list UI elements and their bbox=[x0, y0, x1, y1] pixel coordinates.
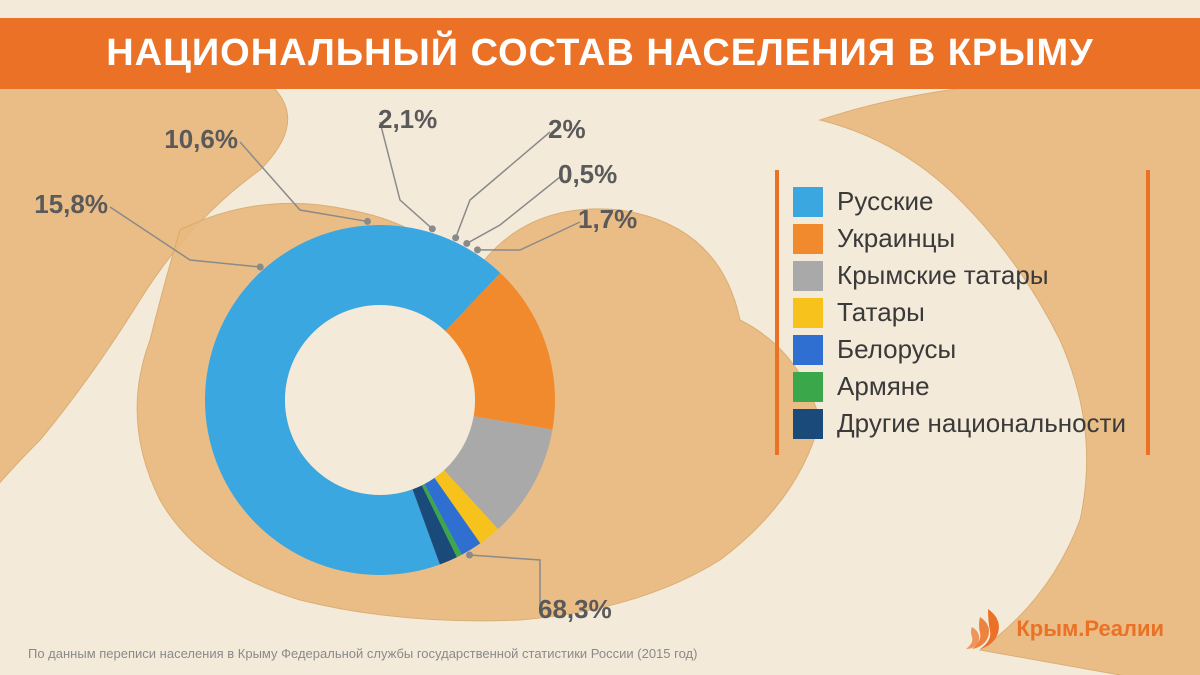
legend-label: Армяне bbox=[837, 371, 930, 402]
legend-item-1: Украинцы bbox=[793, 223, 1126, 254]
legend-label: Украинцы bbox=[837, 223, 955, 254]
legend-swatch bbox=[793, 224, 823, 254]
legend-item-3: Татары bbox=[793, 297, 1126, 328]
slice-label-belarusians: 2% bbox=[548, 114, 586, 145]
slice-label-tatars: 2,1% bbox=[378, 104, 437, 135]
legend-swatch bbox=[793, 187, 823, 217]
legend-swatch bbox=[793, 298, 823, 328]
legend-swatch bbox=[793, 409, 823, 439]
legend-swatch bbox=[793, 335, 823, 365]
source-note: По данным переписи населения в Крыму Фед… bbox=[28, 646, 697, 661]
legend: Русские Украинцы Крымские татары Татары Бело… bbox=[775, 170, 1150, 455]
legend-item-6: Другие национальности bbox=[793, 408, 1126, 439]
slice-label-armenians: 0,5% bbox=[558, 159, 617, 190]
legend-item-5: Армяне bbox=[793, 371, 1126, 402]
legend-swatch bbox=[793, 261, 823, 291]
legend-label: Другие национальности bbox=[837, 408, 1126, 439]
slice-label-others: 1,7% bbox=[578, 204, 637, 235]
slice-label-ukrainians: 15,8% bbox=[34, 189, 108, 220]
legend-item-0: Русские bbox=[793, 186, 1126, 217]
source-text: По данным переписи населения в Крыму Фед… bbox=[28, 646, 697, 661]
legend-label: Белорусы bbox=[837, 334, 956, 365]
slice-label-crimean_tatars: 10,6% bbox=[164, 124, 238, 155]
legend-label: Русские bbox=[837, 186, 933, 217]
legend-swatch bbox=[793, 372, 823, 402]
legend-item-4: Белорусы bbox=[793, 334, 1126, 365]
brand-logo-icon bbox=[958, 605, 1006, 653]
legend-label: Крымские татары bbox=[837, 260, 1048, 291]
legend-label: Татары bbox=[837, 297, 925, 328]
legend-item-2: Крымские татары bbox=[793, 260, 1126, 291]
slice-label-russians: 68,3% bbox=[538, 594, 612, 625]
brand-text: Крым.Реалии bbox=[1016, 616, 1164, 642]
brand: Крым.Реалии bbox=[958, 605, 1164, 653]
